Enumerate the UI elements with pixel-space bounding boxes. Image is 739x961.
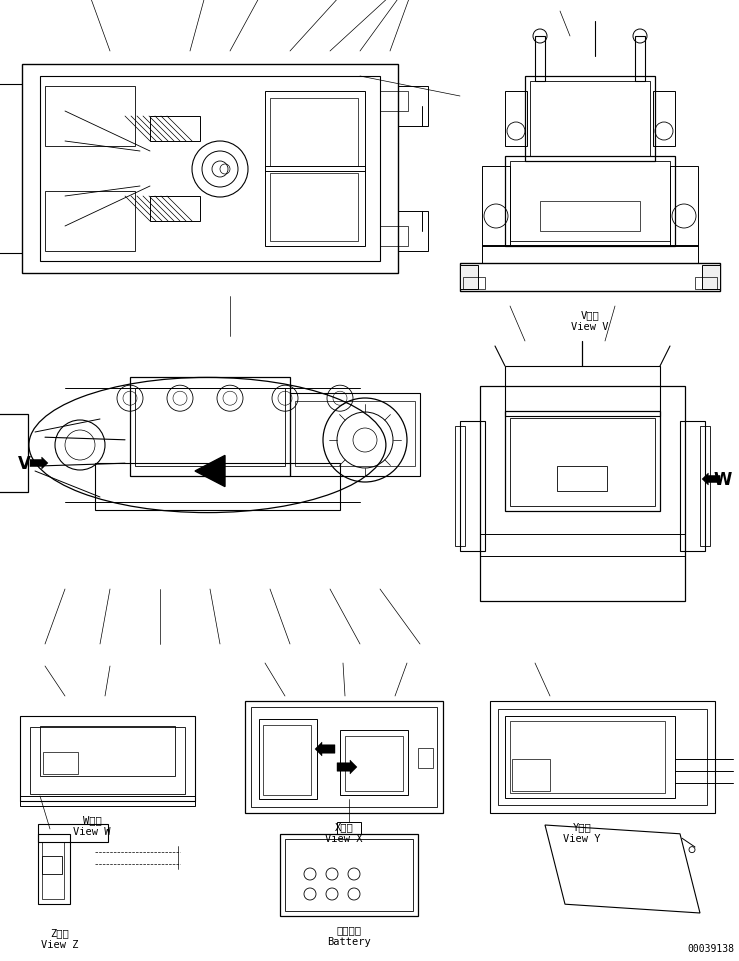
- Bar: [510, 722, 665, 793]
- Bar: [380, 92, 408, 111]
- Text: Z　視: Z 視: [51, 927, 69, 937]
- Text: V　視: V 視: [581, 309, 599, 320]
- Bar: [42, 856, 62, 875]
- Bar: [398, 211, 428, 252]
- Bar: [263, 726, 311, 795]
- Bar: [345, 736, 403, 791]
- Bar: [695, 278, 717, 289]
- Bar: [265, 167, 365, 247]
- Bar: [418, 749, 433, 768]
- Bar: [460, 266, 478, 289]
- Polygon shape: [337, 760, 357, 775]
- Bar: [540, 202, 640, 232]
- Polygon shape: [702, 474, 720, 485]
- Bar: [38, 825, 108, 842]
- Bar: [280, 834, 418, 916]
- Bar: [505, 411, 660, 511]
- Text: View W: View W: [73, 826, 111, 836]
- Bar: [505, 716, 675, 799]
- Bar: [135, 388, 285, 466]
- Bar: [460, 422, 485, 552]
- Bar: [670, 167, 698, 247]
- Text: View V: View V: [571, 322, 609, 332]
- Text: 00039138: 00039138: [687, 943, 734, 953]
- Bar: [130, 378, 290, 477]
- Bar: [45, 192, 135, 252]
- Text: Battery: Battery: [327, 936, 371, 946]
- Text: Y　視: Y 視: [573, 821, 591, 831]
- Bar: [455, 427, 465, 547]
- Polygon shape: [30, 457, 48, 470]
- Bar: [265, 92, 365, 172]
- Bar: [510, 161, 670, 242]
- Bar: [42, 842, 64, 899]
- Bar: [43, 752, 78, 775]
- Bar: [702, 266, 720, 289]
- Bar: [498, 709, 707, 805]
- Bar: [557, 466, 607, 491]
- Bar: [505, 157, 675, 247]
- Bar: [480, 386, 685, 602]
- Bar: [38, 834, 70, 904]
- Bar: [340, 730, 408, 795]
- Text: W　視: W 視: [83, 814, 101, 825]
- Bar: [535, 37, 545, 82]
- Bar: [490, 702, 715, 813]
- Bar: [20, 716, 195, 801]
- Bar: [270, 99, 358, 167]
- Bar: [40, 727, 175, 776]
- Bar: [270, 174, 358, 242]
- Text: V: V: [18, 455, 31, 473]
- Bar: [398, 86, 428, 127]
- Bar: [22, 65, 398, 274]
- Bar: [700, 427, 710, 547]
- Bar: [30, 727, 185, 794]
- Bar: [285, 839, 413, 911]
- Bar: [20, 796, 195, 806]
- Bar: [40, 77, 380, 261]
- Bar: [290, 394, 420, 477]
- Bar: [635, 37, 645, 82]
- Text: View Z: View Z: [41, 939, 79, 949]
- Bar: [95, 464, 340, 510]
- Text: W: W: [714, 471, 732, 488]
- Bar: [245, 702, 443, 813]
- Text: X　視: X 視: [335, 821, 353, 831]
- Polygon shape: [315, 742, 335, 756]
- Bar: [510, 419, 655, 506]
- Bar: [653, 92, 675, 147]
- Bar: [505, 366, 660, 416]
- Polygon shape: [195, 456, 225, 487]
- Bar: [463, 278, 485, 289]
- Text: View X: View X: [325, 833, 363, 843]
- Bar: [482, 167, 510, 247]
- Bar: [512, 759, 550, 791]
- Bar: [45, 86, 135, 147]
- Bar: [150, 117, 200, 142]
- Bar: [480, 534, 685, 556]
- Bar: [482, 246, 698, 263]
- Bar: [259, 719, 317, 800]
- Bar: [295, 402, 415, 466]
- Bar: [460, 263, 720, 292]
- Bar: [150, 197, 200, 222]
- Bar: [251, 707, 437, 807]
- Bar: [530, 82, 650, 157]
- Bar: [337, 823, 361, 834]
- Bar: [380, 227, 408, 247]
- Bar: [505, 92, 527, 147]
- Bar: [680, 422, 705, 552]
- Bar: [525, 77, 655, 161]
- Text: View Y: View Y: [563, 833, 601, 843]
- Text: バッテリ: バッテリ: [336, 924, 361, 934]
